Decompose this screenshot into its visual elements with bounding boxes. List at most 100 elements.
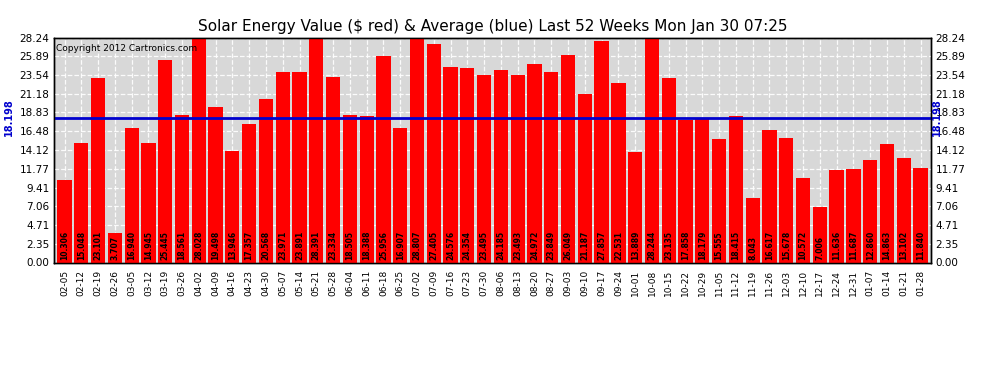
- Text: 23.135: 23.135: [664, 231, 673, 260]
- Bar: [275, 72, 290, 262]
- Text: 18.561: 18.561: [177, 231, 186, 260]
- Text: Copyright 2012 Cartronics.com: Copyright 2012 Cartronics.com: [56, 44, 197, 53]
- Text: 24.972: 24.972: [530, 231, 539, 260]
- Text: 15.678: 15.678: [782, 231, 791, 260]
- Bar: [343, 115, 357, 262]
- Bar: [427, 44, 441, 262]
- Text: 16.940: 16.940: [127, 231, 137, 260]
- Text: 23.849: 23.849: [546, 231, 555, 260]
- Text: 10.572: 10.572: [799, 231, 808, 260]
- Text: 17.858: 17.858: [681, 231, 690, 260]
- Text: 18.198: 18.198: [4, 99, 14, 136]
- Text: 19.498: 19.498: [211, 231, 220, 260]
- Bar: [477, 75, 491, 262]
- Text: 23.891: 23.891: [295, 231, 304, 260]
- Text: 11.840: 11.840: [916, 231, 925, 260]
- Bar: [192, 39, 206, 262]
- Bar: [762, 130, 776, 262]
- Bar: [376, 56, 391, 262]
- Bar: [745, 198, 759, 262]
- Bar: [326, 76, 341, 262]
- Title: Solar Energy Value ($ red) & Average (blue) Last 52 Weeks Mon Jan 30 07:25: Solar Energy Value ($ red) & Average (bl…: [198, 18, 787, 33]
- Text: 3.707: 3.707: [110, 236, 120, 260]
- Bar: [863, 160, 877, 262]
- Bar: [57, 180, 71, 262]
- Text: 13.889: 13.889: [631, 231, 640, 260]
- Bar: [494, 70, 508, 262]
- Bar: [779, 138, 793, 262]
- Text: 25.956: 25.956: [379, 231, 388, 260]
- Bar: [175, 115, 189, 262]
- Text: 18.198: 18.198: [933, 99, 942, 136]
- Bar: [91, 78, 105, 262]
- Text: 7.006: 7.006: [816, 236, 825, 260]
- Text: 16.617: 16.617: [765, 231, 774, 260]
- Text: 24.185: 24.185: [496, 231, 506, 260]
- Bar: [209, 107, 223, 262]
- Bar: [242, 124, 256, 262]
- Text: 13.946: 13.946: [228, 231, 237, 260]
- Bar: [644, 38, 659, 262]
- Bar: [460, 69, 474, 262]
- Text: 27.857: 27.857: [597, 231, 606, 260]
- Bar: [258, 99, 273, 262]
- Bar: [813, 207, 827, 262]
- Text: 21.187: 21.187: [580, 231, 589, 260]
- Text: 22.531: 22.531: [614, 231, 623, 260]
- Text: 23.495: 23.495: [479, 231, 489, 260]
- Bar: [578, 94, 592, 262]
- Bar: [309, 36, 324, 262]
- Bar: [796, 178, 810, 262]
- Text: 24.354: 24.354: [463, 231, 472, 260]
- Bar: [410, 33, 424, 262]
- Text: 27.405: 27.405: [430, 231, 439, 260]
- Text: 10.306: 10.306: [60, 231, 69, 260]
- Bar: [880, 144, 894, 262]
- Text: 23.334: 23.334: [329, 231, 338, 260]
- Text: 24.576: 24.576: [446, 231, 455, 260]
- Text: 17.357: 17.357: [245, 231, 253, 260]
- Bar: [125, 128, 139, 262]
- Bar: [678, 120, 693, 262]
- Bar: [846, 170, 860, 262]
- Text: 23.101: 23.101: [94, 231, 103, 260]
- Bar: [661, 78, 676, 262]
- Text: 18.179: 18.179: [698, 231, 707, 260]
- Bar: [729, 116, 743, 262]
- Bar: [359, 116, 374, 262]
- Text: 13.102: 13.102: [899, 231, 908, 260]
- Bar: [561, 55, 575, 262]
- Text: 28.807: 28.807: [413, 231, 422, 260]
- Text: 28.028: 28.028: [194, 231, 203, 260]
- Bar: [914, 168, 928, 262]
- Text: 18.388: 18.388: [362, 231, 371, 260]
- Bar: [594, 40, 609, 262]
- Text: 28.391: 28.391: [312, 231, 321, 260]
- Text: 12.860: 12.860: [865, 231, 875, 260]
- Text: 20.568: 20.568: [261, 231, 270, 260]
- Text: 28.244: 28.244: [647, 231, 656, 260]
- Text: 11.687: 11.687: [848, 231, 858, 260]
- Bar: [611, 83, 626, 262]
- Text: 18.415: 18.415: [732, 231, 741, 260]
- Text: 26.049: 26.049: [563, 231, 572, 260]
- Text: 25.445: 25.445: [160, 231, 169, 260]
- Text: 11.636: 11.636: [833, 231, 841, 260]
- Bar: [393, 128, 407, 262]
- Text: 23.493: 23.493: [513, 231, 522, 260]
- Bar: [292, 72, 307, 262]
- Bar: [712, 139, 727, 262]
- Text: 14.863: 14.863: [882, 231, 891, 260]
- Bar: [897, 158, 911, 262]
- Bar: [158, 60, 172, 262]
- Bar: [528, 63, 542, 262]
- Bar: [142, 143, 155, 262]
- Text: 15.555: 15.555: [715, 231, 724, 260]
- Bar: [628, 152, 643, 262]
- Text: 23.971: 23.971: [278, 231, 287, 260]
- Bar: [695, 118, 710, 262]
- Bar: [544, 72, 558, 262]
- Text: 18.505: 18.505: [346, 231, 354, 260]
- Bar: [444, 67, 457, 262]
- Bar: [226, 152, 240, 262]
